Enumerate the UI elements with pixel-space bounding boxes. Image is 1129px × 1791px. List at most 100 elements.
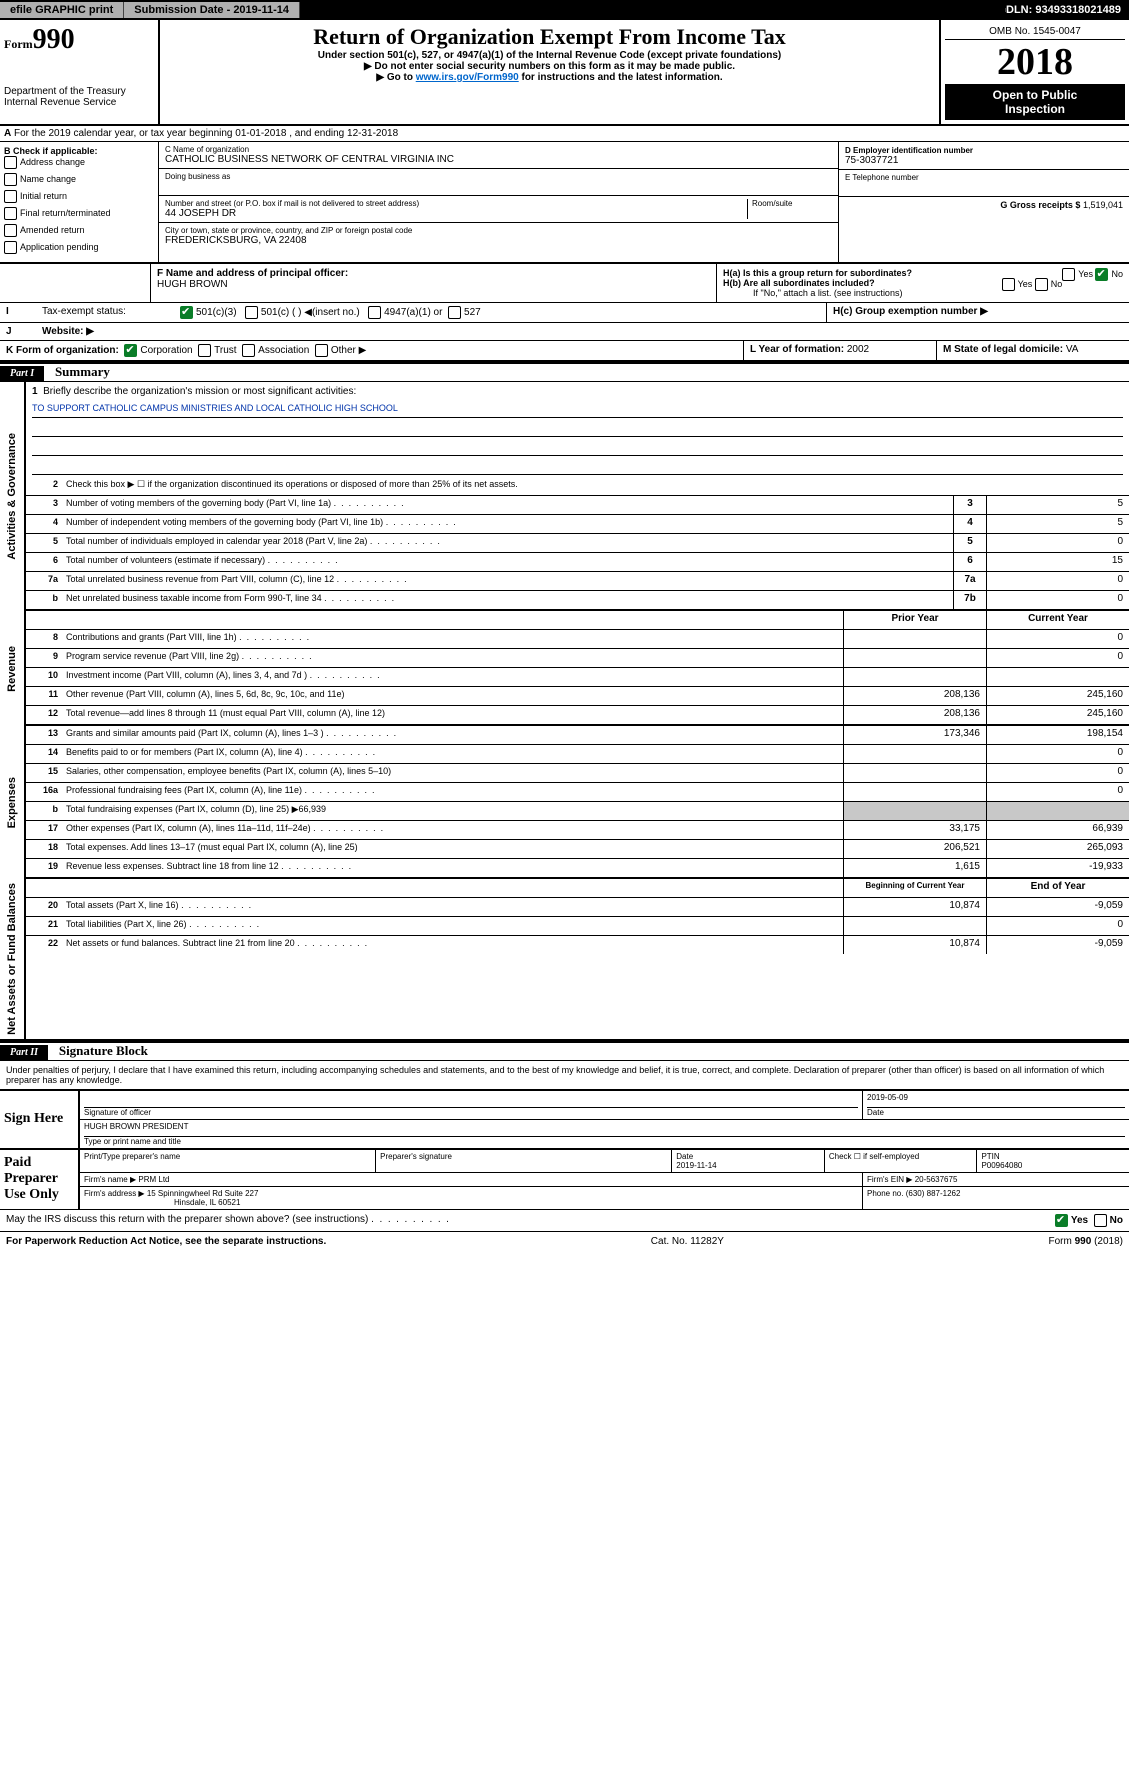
sig-date-label: Date: [867, 1108, 884, 1117]
prep-sig-label: Preparer's signature: [376, 1150, 672, 1172]
prep-selfemp: Check ☐ if self-employed: [825, 1150, 978, 1172]
note2-post: for instructions and the latest informat…: [519, 72, 723, 83]
chk-trust[interactable]: [198, 344, 211, 357]
footer: For Paperwork Reduction Act Notice, see …: [0, 1231, 1129, 1251]
l8-desc: Contributions and grants (Part VIII, lin…: [62, 630, 843, 648]
ptin-label: PTIN: [981, 1152, 999, 1161]
l20-desc: Total assets (Part X, line 16): [62, 898, 843, 916]
l12-desc: Total revenue—add lines 8 through 11 (mu…: [62, 706, 843, 724]
l4-val: 5: [986, 515, 1129, 533]
hdr-prior: Prior Year: [843, 611, 986, 629]
form990-link[interactable]: www.irs.gov/Form990: [416, 72, 519, 83]
l13-desc: Grants and similar amounts paid (Part IX…: [62, 726, 843, 744]
part2-title: Signature Block: [51, 1043, 148, 1058]
chk-other[interactable]: [315, 344, 328, 357]
form-note2: Go to www.irs.gov/Form990 for instructio…: [164, 72, 935, 83]
l20-prior: 10,874: [843, 898, 986, 916]
firm-addr2-value: Hinsdale, IL 60521: [84, 1198, 240, 1207]
discuss-no[interactable]: [1094, 1214, 1107, 1227]
inspection-badge: Open to Public Inspection: [945, 84, 1125, 120]
chk-name-change[interactable]: Name change: [4, 173, 154, 186]
room-label: Room/suite: [752, 199, 832, 208]
chk-initial-return[interactable]: Initial return: [4, 190, 154, 203]
footer-mid: Cat. No. 11282Y: [651, 1236, 724, 1247]
firm-addr-label: Firm's address ▶: [84, 1189, 145, 1198]
prep-name-label: Print/Type preparer's name: [80, 1150, 376, 1172]
l2-desc: Check this box ▶ ☐ if the organization d…: [62, 477, 1129, 495]
chk-assoc[interactable]: [242, 344, 255, 357]
l11-val: 245,160: [986, 687, 1129, 705]
l22-val: -9,059: [986, 936, 1129, 954]
year-formation-label: L Year of formation:: [750, 344, 844, 355]
governance-section: Activities & Governance 1 Briefly descri…: [0, 382, 1129, 611]
l22-prior: 10,874: [843, 936, 986, 954]
box-b: B Check if applicable: Address change Na…: [0, 142, 159, 262]
year-formation-value: 2002: [847, 344, 869, 355]
tab-revenue: Revenue: [4, 642, 20, 696]
mission-line4: [32, 460, 1123, 475]
officer-value: HUGH BROWN: [157, 279, 710, 290]
l18-val: 265,093: [986, 840, 1129, 858]
firm-addr-value: 15 Spinningwheel Rd Suite 227: [147, 1189, 259, 1198]
l7b-desc: Net unrelated business taxable income fr…: [62, 591, 953, 609]
part2-header: Part II Signature Block: [0, 1041, 1129, 1061]
line-a: A For the 2019 calendar year, or tax yea…: [0, 126, 1129, 142]
chk-501c3[interactable]: [180, 306, 193, 319]
l17-val: 66,939: [986, 821, 1129, 839]
l3-desc: Number of voting members of the governin…: [62, 496, 953, 514]
tab-governance: Activities & Governance: [4, 429, 20, 564]
org-name: CATHOLIC BUSINESS NETWORK OF CENTRAL VIR…: [165, 154, 832, 165]
firm-name-value: PRM Ltd: [138, 1175, 169, 1184]
l12-prior: 208,136: [843, 706, 986, 724]
chk-app-pending[interactable]: Application pending: [4, 241, 154, 254]
box-c: C Name of organization CATHOLIC BUSINESS…: [159, 142, 839, 262]
efile-button[interactable]: efile GRAPHIC print: [0, 2, 124, 18]
discuss-row: May the IRS discuss this return with the…: [0, 1209, 1129, 1231]
chk-final-return[interactable]: Final return/terminated: [4, 207, 154, 220]
topbar-spacer: [300, 8, 1006, 12]
top-bar: efile GRAPHIC print Submission Date - 20…: [0, 0, 1129, 20]
l14-val: 0: [986, 745, 1129, 763]
l7a-val: 0: [986, 572, 1129, 590]
tab-netassets: Net Assets or Fund Balances: [4, 879, 20, 1039]
l9-val: 0: [986, 649, 1129, 667]
form-number-box: Form990 Department of the Treasury Inter…: [0, 20, 160, 124]
domicile-value: VA: [1066, 344, 1079, 355]
row-fh: F Name and address of principal officer:…: [0, 264, 1129, 303]
org-name-label: C Name of organization: [165, 145, 832, 154]
inspect-line1: Open to Public: [949, 88, 1121, 102]
website-label: Website: ▶: [42, 326, 94, 337]
domicile-label: M State of legal domicile:: [943, 344, 1063, 355]
l11-desc: Other revenue (Part VIII, column (A), li…: [62, 687, 843, 705]
line-a-text: For the 2019 calendar year, or tax year …: [14, 128, 398, 139]
l5-val: 0: [986, 534, 1129, 552]
gross-label: G Gross receipts $: [1000, 200, 1080, 210]
submission-date-button[interactable]: Submission Date - 2019-11-14: [124, 2, 300, 18]
sign-here-label: Sign Here: [0, 1091, 80, 1148]
revenue-section: Revenue Prior YearCurrent Year 8Contribu…: [0, 611, 1129, 726]
mission-line2: [32, 422, 1123, 437]
prep-date-label: Date: [676, 1152, 693, 1161]
sig-date: 2019-05-09: [867, 1093, 1125, 1108]
l21-val: 0: [986, 917, 1129, 935]
inspect-line2: Inspection: [949, 102, 1121, 116]
chk-527[interactable]: [448, 306, 461, 319]
city-value: FREDERICKSBURG, VA 22408: [165, 235, 832, 246]
chk-address-change[interactable]: Address change: [4, 156, 154, 169]
chk-4947[interactable]: [368, 306, 381, 319]
l10-val: [986, 668, 1129, 686]
l16a-val: 0: [986, 783, 1129, 801]
note2-pre: Go to: [387, 72, 416, 83]
chk-amended[interactable]: Amended return: [4, 224, 154, 237]
l18-desc: Total expenses. Add lines 13–17 (must eq…: [62, 840, 843, 858]
discuss-yes[interactable]: [1055, 1214, 1068, 1227]
h-c: H(c) Group exemption number ▶: [826, 303, 1129, 322]
form-header: Form990 Department of the Treasury Inter…: [0, 20, 1129, 126]
firm-ein-label: Firm's EIN ▶: [867, 1175, 912, 1184]
firm-phone-label: Phone no.: [867, 1189, 903, 1198]
form-subtitle: Under section 501(c), 527, or 4947(a)(1)…: [164, 50, 935, 61]
chk-corp[interactable]: [124, 344, 137, 357]
l17-prior: 33,175: [843, 821, 986, 839]
form-note1: Do not enter social security numbers on …: [164, 61, 935, 72]
chk-501c[interactable]: [245, 306, 258, 319]
